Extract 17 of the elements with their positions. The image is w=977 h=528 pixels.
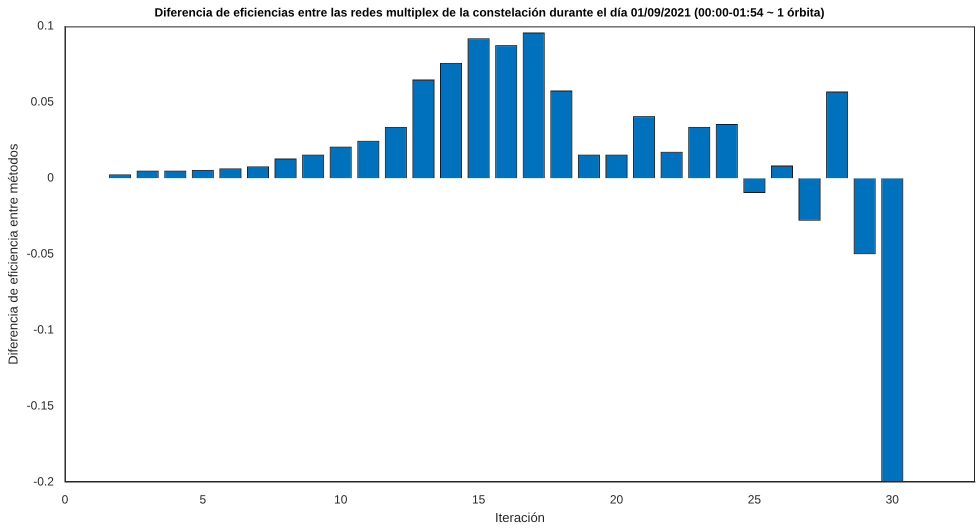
x-axis-title: Iteración <box>495 510 545 525</box>
y-tick-label: -0.05 <box>26 246 54 261</box>
y-tick-label: 0 <box>47 170 54 185</box>
y-tick-label: -0.15 <box>26 398 54 412</box>
x-tick-label: 25 <box>748 492 762 507</box>
x-tick-label: 5 <box>199 492 206 507</box>
x-tick-label: 20 <box>610 492 624 507</box>
y-tick-label: -0.1 <box>33 322 54 336</box>
x-tick-label: 0 <box>62 492 69 507</box>
y-axis-title: Diferencia de eficiencia entre métodos <box>5 143 20 365</box>
y-tick-label: 0.1 <box>37 18 54 33</box>
x-tick-label: 15 <box>472 492 486 507</box>
y-tick-label: 0.05 <box>30 94 54 109</box>
chart-title: Diferencia de eficiencias entre las redes multiplex de la constelación durante el día 01/09/2021 (00:00-01:54 ~ 1 órbita) <box>154 6 824 20</box>
x-tick-label: 10 <box>334 492 348 507</box>
y-tick-label: -0.2 <box>33 474 54 488</box>
x-tick-label: 30 <box>886 492 900 507</box>
